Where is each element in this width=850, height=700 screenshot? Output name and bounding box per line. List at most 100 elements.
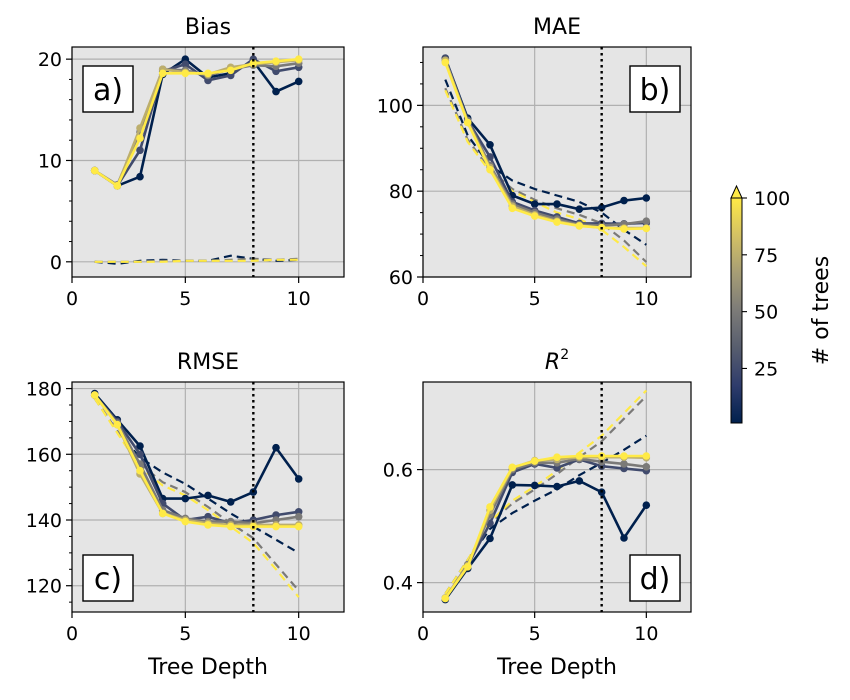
trend-line-100-trees <box>94 258 299 263</box>
data-point <box>181 60 190 68</box>
panel-1: 0 5 10 0 10 20 Bias a) <box>38 15 345 310</box>
data-point <box>226 66 235 75</box>
series-line-1-trees <box>444 479 648 601</box>
series-line-1-trees <box>444 57 647 211</box>
y-tick-label: 160 <box>26 444 62 466</box>
series-line-25-trees <box>444 458 647 600</box>
series-line-25-trees <box>93 394 299 525</box>
data-point <box>642 452 651 460</box>
x-tick-label: 10 <box>634 288 658 310</box>
data-point <box>486 503 494 511</box>
data-point <box>294 522 303 531</box>
data-point <box>553 453 561 462</box>
series-line-100-trees <box>93 394 299 528</box>
data-point <box>113 420 122 429</box>
trend-line-50-trees <box>444 395 648 595</box>
data-point <box>294 512 303 521</box>
data-point <box>620 534 628 542</box>
data-point <box>272 522 280 531</box>
data-point <box>113 182 122 190</box>
data-point <box>158 69 167 78</box>
data-point <box>294 475 303 483</box>
x-axis-label: Tree Depth <box>147 655 268 680</box>
plot-content <box>441 389 651 604</box>
panel-title: R2 <box>545 347 569 375</box>
colorbar-tick-label: 25 <box>754 358 778 380</box>
x-tick-label: 10 <box>634 623 658 645</box>
data-point <box>486 165 494 174</box>
panel-2: 0 5 10 60 80 100 MAE b) <box>377 15 692 310</box>
panel-letter: a) <box>82 65 134 113</box>
series-line-1-trees <box>93 57 300 188</box>
data-point <box>642 194 651 202</box>
x-tick-label: 10 <box>287 623 311 645</box>
colorbar-label: # of trees <box>809 256 834 365</box>
data-point <box>204 491 212 500</box>
x-tick-label: 0 <box>417 623 429 645</box>
data-point <box>553 482 561 491</box>
y-tick-label: 0.6 <box>383 460 413 482</box>
colorbar-tick-label: 100 <box>754 188 790 210</box>
data-point <box>575 452 584 460</box>
data-point <box>158 509 167 518</box>
data-point <box>294 77 303 86</box>
data-point <box>620 196 628 205</box>
series-line-50-trees <box>93 394 299 525</box>
data-point <box>508 481 517 489</box>
data-point <box>226 498 235 506</box>
data-point <box>181 494 190 503</box>
svg-text:d): d) <box>640 562 671 597</box>
x-tick-label: 5 <box>179 288 191 310</box>
data-point <box>575 205 584 213</box>
colorbar-gradient <box>731 198 742 423</box>
colorbar-frame <box>730 197 743 424</box>
y-tick-label: 180 <box>26 379 62 401</box>
series-line-1-trees <box>93 392 300 504</box>
data-point <box>249 59 258 67</box>
colorbar-tick-label: 75 <box>754 245 778 267</box>
axes-frame <box>71 381 345 613</box>
data-point <box>642 224 651 233</box>
data-point <box>136 146 144 155</box>
data-point <box>90 391 99 399</box>
data-point <box>486 534 494 543</box>
y-tick-label: 60 <box>389 267 413 289</box>
plot-content <box>90 55 303 265</box>
data-point <box>294 55 303 63</box>
data-point <box>620 452 628 460</box>
svg-text:a): a) <box>93 73 123 108</box>
data-point <box>530 457 539 465</box>
x-tick-label: 5 <box>529 623 541 645</box>
data-point <box>642 217 651 225</box>
x-tick-label: 5 <box>529 288 541 310</box>
panel-title: MAE <box>533 15 581 40</box>
data-point <box>136 442 144 450</box>
data-point <box>597 203 606 212</box>
data-point <box>226 522 235 531</box>
x-tick-label: 5 <box>179 623 191 645</box>
data-point <box>463 563 472 571</box>
x-tick-label: 0 <box>66 288 78 310</box>
data-point <box>620 460 628 468</box>
data-point <box>136 134 144 142</box>
panel-letter: b) <box>629 65 681 113</box>
panel-title: RMSE <box>177 350 239 375</box>
y-tick-label: 100 <box>377 95 413 117</box>
panel-letter: c) <box>82 554 134 602</box>
series-line-100-trees <box>93 57 299 188</box>
svg-text:c): c) <box>94 562 122 597</box>
data-point <box>441 58 450 67</box>
colorbar-extend-arrow <box>730 184 743 199</box>
x-tick-label: 0 <box>417 288 429 310</box>
x-tick-label: 10 <box>287 288 311 310</box>
data-point <box>136 466 144 475</box>
data-point <box>441 594 450 603</box>
panel-4: 0 5 10 0.4 0.6 R2 Tree Depth d) <box>383 347 692 680</box>
axes-frame <box>71 46 345 278</box>
y-tick-label: 0.4 <box>383 573 413 595</box>
data-point <box>272 443 280 452</box>
data-point <box>530 200 539 208</box>
data-point <box>575 477 584 485</box>
data-point <box>181 69 190 78</box>
